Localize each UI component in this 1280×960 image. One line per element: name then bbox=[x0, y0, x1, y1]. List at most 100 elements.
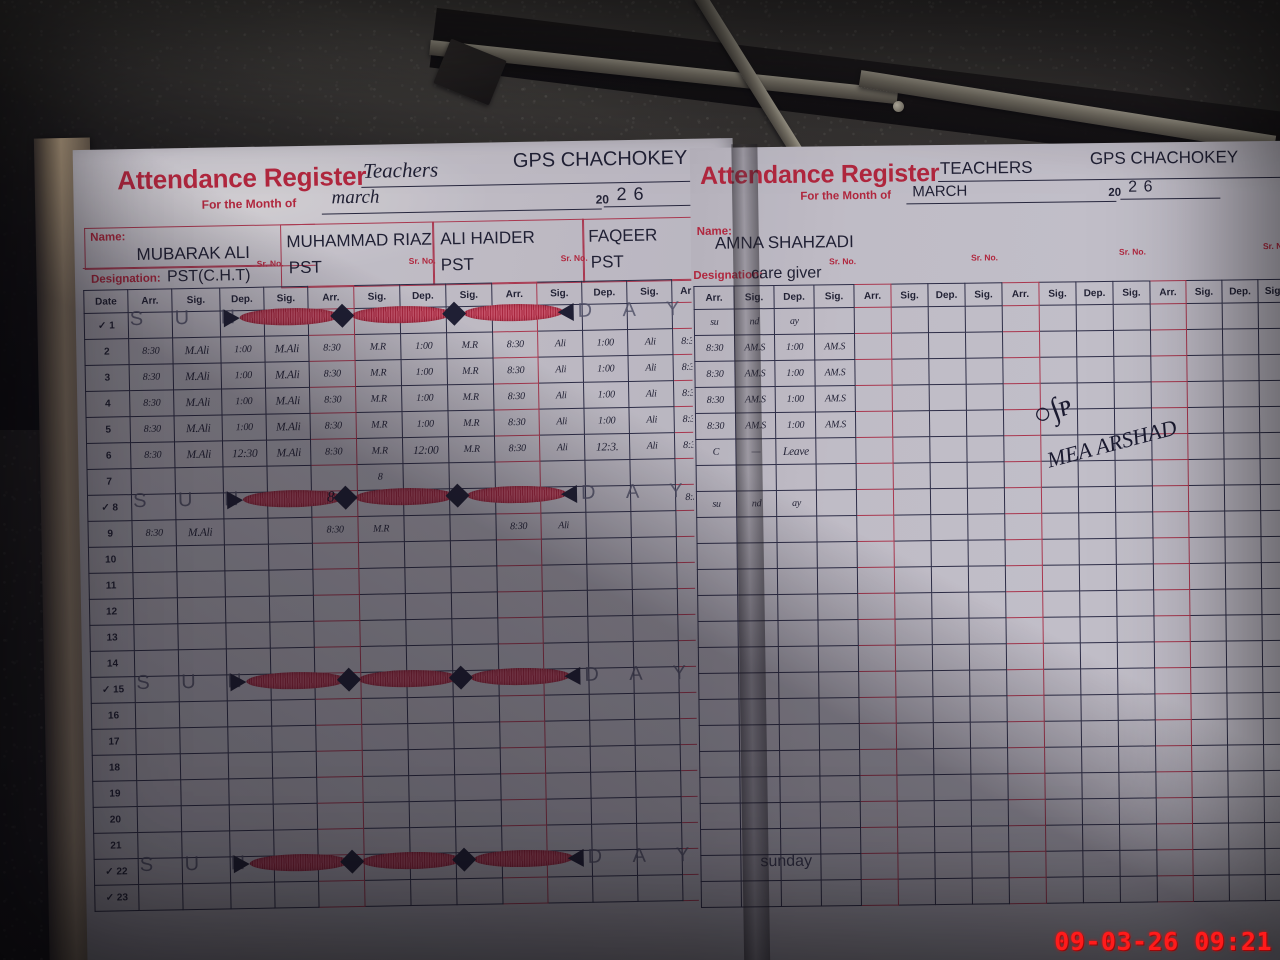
cell-r14-p1-c4 bbox=[270, 647, 315, 675]
right-cell-r7-p2-c4 bbox=[967, 461, 1005, 489]
row-date-13: 13 bbox=[89, 624, 135, 652]
cell-r21-p1-c1 bbox=[137, 831, 183, 859]
right-cell-r9-p4-c1 bbox=[1152, 511, 1190, 538]
right-cell-r18-p3-c1 bbox=[1007, 747, 1045, 774]
right-cell-r14-p1-c3 bbox=[778, 646, 819, 673]
cell-r2-p2-c3: 1:00 bbox=[400, 332, 448, 360]
right-column-header-sig-p4: Sig. bbox=[1257, 279, 1280, 303]
right-year-prefix: 20 bbox=[1108, 186, 1122, 199]
right-cell-r12-p3-c4 bbox=[1116, 589, 1154, 617]
cell-r18-p1-c1 bbox=[136, 753, 181, 781]
right-page-school-annotation: GPS CHACHOKEY bbox=[1089, 147, 1239, 169]
right-cell-r16-p2-c4 bbox=[969, 695, 1008, 723]
cell-r13-p3-c3 bbox=[587, 615, 634, 643]
right-cell-r15-p2-c3 bbox=[932, 670, 970, 697]
cell-r11-p1-c4 bbox=[268, 569, 314, 597]
row-date-1: ✓ 1 bbox=[84, 312, 129, 340]
cell-r15-p3-c4 bbox=[633, 666, 680, 694]
right-cell-r1-p3-c1 bbox=[1002, 305, 1040, 332]
right-cell-r19-p3-c4 bbox=[1118, 771, 1157, 799]
designation-label: Designation: bbox=[90, 272, 161, 286]
right-cell-r8-p3-c1 bbox=[1004, 487, 1042, 514]
cell-r19-p3-c2 bbox=[545, 772, 592, 800]
right-cell-r18-p4-c1 bbox=[1155, 745, 1192, 772]
right-cell-r3-p2-c4 bbox=[965, 357, 1004, 385]
right-cell-r7-p3-c4 bbox=[1115, 459, 1153, 487]
right-cell-r6-p4-c3 bbox=[1223, 432, 1261, 460]
cell-r8-p2-c3 bbox=[403, 488, 450, 516]
cell-r7-p2-c2: 8 bbox=[356, 463, 404, 491]
cell-r9-p1-c3 bbox=[223, 518, 269, 545]
right-cell-r17-p4-c3 bbox=[1227, 718, 1264, 746]
right-cell-r12-p1-c3 bbox=[777, 594, 818, 621]
right-cell-r7-p3-c1 bbox=[1004, 461, 1042, 488]
cell-r19-p3-c3 bbox=[590, 771, 637, 799]
right-cell-r17-p4-c1 bbox=[1155, 719, 1192, 746]
cell-r12-p3-c3 bbox=[587, 589, 633, 617]
right-cell-r18-p2-c2 bbox=[896, 748, 934, 776]
right-cell-r3-p3-c4 bbox=[1113, 355, 1152, 383]
right-cell-r5-p4-c3 bbox=[1223, 406, 1260, 434]
cell-r7-p1-c4 bbox=[266, 465, 312, 493]
cell-r21-p3-c4 bbox=[636, 822, 683, 850]
right-cell-r3-p1-c4: AM.S bbox=[814, 359, 856, 387]
person-2-name: MUHAMMAD RIAZ bbox=[286, 229, 432, 252]
cell-r20-p1-c1 bbox=[137, 805, 182, 833]
cell-r9-p3-c1: 8:30 bbox=[495, 513, 542, 540]
right-cell-r10-p4-c4 bbox=[1261, 536, 1280, 563]
right-cell-r10-p3-c4 bbox=[1116, 537, 1154, 565]
right-cell-r5-p1-c3: 1:00 bbox=[775, 412, 816, 439]
right-cell-r1-p2-c2 bbox=[891, 306, 929, 334]
srno-label-3: Sr. No. bbox=[560, 252, 588, 264]
right-cell-r4-p3-c4 bbox=[1114, 381, 1152, 409]
cell-r22-p3-c4 bbox=[637, 848, 683, 876]
right-cell-r15-p1-c4 bbox=[818, 671, 859, 699]
right-cell-r6-p2-c3 bbox=[929, 436, 968, 463]
right-cell-r8-p2-c3 bbox=[930, 488, 968, 515]
cell-r13-p1-c3 bbox=[225, 622, 271, 649]
month-underline bbox=[321, 208, 602, 215]
cell-r1-p3-c4 bbox=[627, 302, 673, 330]
right-cell-r13-p1-c3 bbox=[777, 620, 819, 647]
right-cell-r17-p3-c1 bbox=[1007, 721, 1045, 748]
right-cell-r9-p3-c2 bbox=[1041, 512, 1080, 540]
right-cell-r2-p1-c4: AM.S bbox=[814, 333, 855, 361]
cell-r21-p1-c3 bbox=[229, 830, 275, 857]
cell-r20-p2-c4 bbox=[455, 799, 502, 827]
cell-r14-p3-c4 bbox=[633, 640, 679, 668]
right-cell-r1-p3-c2 bbox=[1039, 304, 1077, 332]
right-cell-r23-p2-c1 bbox=[861, 879, 899, 906]
cell-r8-p3-c4 bbox=[630, 484, 676, 512]
cell-r10-p3-c2 bbox=[541, 538, 587, 566]
cell-r16-p1-c4 bbox=[271, 699, 316, 727]
right-cell-r11-p2-c2 bbox=[894, 566, 932, 594]
cell-r2-p1-c3: 1:00 bbox=[220, 336, 266, 363]
right-cell-r2-p1-c3: 1:00 bbox=[774, 334, 815, 361]
right-cell-r16-p4-c1 bbox=[1154, 693, 1192, 720]
right-cell-r7-p4-c3 bbox=[1224, 458, 1261, 486]
right-cell-r12-p4-c2 bbox=[1189, 589, 1226, 616]
right-cell-r15-p4-c1 bbox=[1154, 667, 1191, 694]
left-year-prefix: 20 bbox=[595, 192, 610, 207]
right-cell-r12-p2-c3 bbox=[931, 592, 969, 619]
right-cell-r11-p4-c4 bbox=[1261, 562, 1280, 589]
cell-r1-p3-c1 bbox=[492, 305, 538, 332]
cell-r3-p1-c4: M.Ali bbox=[265, 361, 310, 389]
cell-r5-p1-c4: M.Ali bbox=[266, 413, 311, 441]
right-column-header-arr-p1: Arr. bbox=[693, 286, 735, 310]
attendance-register-book: Attendance Register Teachers GPS CHACHOK… bbox=[33, 130, 1280, 960]
right-cell-r16-p2-c1 bbox=[858, 697, 897, 724]
right-cell-r23-p3-c3 bbox=[1083, 876, 1121, 903]
right-cell-r13-p3-c2 bbox=[1042, 616, 1081, 644]
right-cell-r4-p3-c3 bbox=[1077, 382, 1115, 409]
right-cell-r11-p3-c2 bbox=[1042, 564, 1080, 592]
cell-r22-p3-c2 bbox=[547, 850, 593, 878]
right-cell-r4-p1-c4: AM.S bbox=[815, 385, 856, 413]
cell-r2-p1-c2: M.Ali bbox=[172, 336, 222, 364]
right-cell-r14-p2-c3 bbox=[932, 644, 970, 671]
cell-r23-p2-c3 bbox=[410, 878, 458, 906]
left-page-school-annotation: GPS CHACHOKEY bbox=[512, 146, 688, 173]
cell-r15-p2-c4 bbox=[452, 669, 500, 697]
cell-r10-p2-c3 bbox=[404, 540, 451, 568]
column-header-sig-p2: Sig. bbox=[445, 282, 493, 307]
